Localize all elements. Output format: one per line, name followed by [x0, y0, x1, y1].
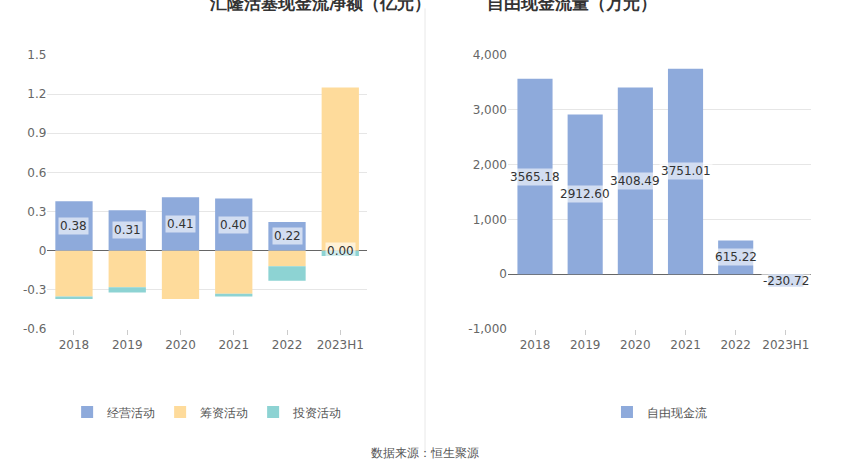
svg-text:2021: 2021 — [218, 338, 249, 352]
svg-text:0.22: 0.22 — [274, 229, 301, 243]
svg-text:1.2: 1.2 — [27, 87, 46, 101]
svg-text:经营活动: 经营活动 — [107, 406, 155, 420]
svg-text:3751.01: 3751.01 — [661, 164, 711, 178]
svg-text:2018: 2018 — [520, 338, 551, 352]
svg-text:0.6: 0.6 — [27, 166, 46, 180]
svg-text:2022: 2022 — [720, 338, 751, 352]
svg-text:自由现金流: 自由现金流 — [647, 406, 707, 420]
svg-text:2019: 2019 — [570, 338, 601, 352]
svg-text:2023H1: 2023H1 — [762, 338, 809, 352]
svg-text:0.40: 0.40 — [220, 218, 247, 232]
svg-text:2018: 2018 — [59, 338, 90, 352]
svg-text:3,000: 3,000 — [473, 103, 507, 117]
svg-text:-0.6: -0.6 — [23, 322, 46, 336]
svg-text:数据来源：恒生聚源: 数据来源：恒生聚源 — [371, 446, 479, 459]
svg-text:1.5: 1.5 — [27, 48, 46, 62]
svg-text:3408.49: 3408.49 — [610, 174, 660, 188]
svg-text:-0.3: -0.3 — [23, 283, 46, 297]
svg-text:0.31: 0.31 — [114, 223, 141, 237]
svg-text:汇隆活塞现金流净额（亿元）: 汇隆活塞现金流净额（亿元） — [209, 0, 431, 13]
svg-text:2023H1: 2023H1 — [317, 338, 364, 352]
svg-text:0: 0 — [499, 267, 507, 281]
svg-text:2912.60: 2912.60 — [560, 187, 610, 201]
svg-text:自由现金流量（万元）: 自由现金流量（万元） — [487, 0, 657, 13]
svg-text:0.00: 0.00 — [327, 244, 354, 258]
svg-text:3565.18: 3565.18 — [510, 170, 560, 184]
svg-text:0.3: 0.3 — [27, 205, 46, 219]
svg-text:2020: 2020 — [620, 338, 651, 352]
svg-text:2,000: 2,000 — [473, 158, 507, 172]
svg-text:4,000: 4,000 — [473, 48, 507, 62]
svg-text:615.22: 615.22 — [715, 250, 757, 264]
svg-text:0: 0 — [39, 244, 47, 258]
svg-text:2020: 2020 — [165, 338, 196, 352]
svg-text:0.38: 0.38 — [60, 219, 87, 233]
svg-text:2021: 2021 — [670, 338, 701, 352]
svg-text:投资活动: 投资活动 — [292, 406, 341, 420]
svg-text:0.41: 0.41 — [167, 217, 194, 231]
svg-text:1,000: 1,000 — [473, 213, 507, 227]
svg-text:2019: 2019 — [112, 338, 143, 352]
svg-text:筹资活动: 筹资活动 — [200, 406, 248, 420]
svg-text:-230.72: -230.72 — [763, 274, 809, 288]
svg-text:-1,000: -1,000 — [468, 322, 507, 336]
svg-text:0.9: 0.9 — [27, 126, 46, 140]
svg-text:2022: 2022 — [272, 338, 303, 352]
